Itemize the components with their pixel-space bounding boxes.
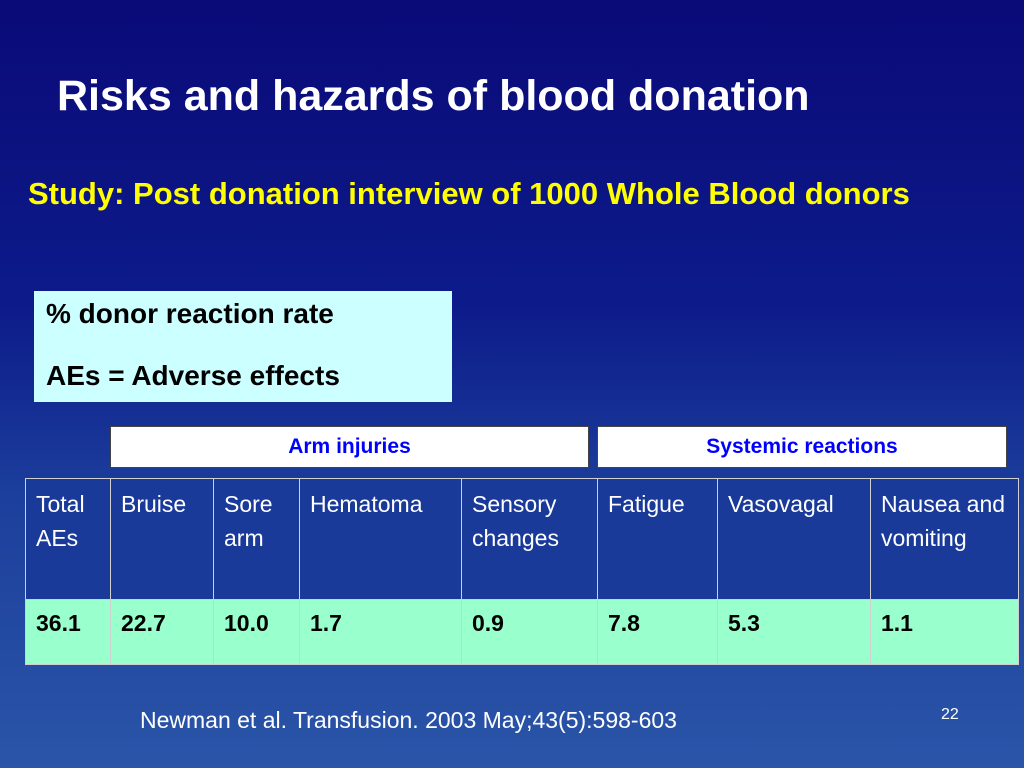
value-hematoma: 1.7 xyxy=(299,599,462,665)
page-number: 22 xyxy=(941,706,959,723)
legend-aes-definition: AEs = Adverse effects xyxy=(46,360,340,391)
citation: Newman et al. Transfusion. 2003 May;43(5… xyxy=(140,707,677,733)
study-subtitle: Study: Post donation interview of 1000 W… xyxy=(28,176,910,211)
header-sore-arm: Sore arm xyxy=(213,478,300,600)
legend-box: % donor reaction rate AEs = Adverse effe… xyxy=(34,291,452,402)
header-hematoma: Hematoma xyxy=(299,478,462,600)
arm-injuries-header: Arm injuries xyxy=(110,426,589,468)
value-nausea-vomiting: 1.1 xyxy=(870,599,1019,665)
table-header-row: Total AEs Bruise Sore arm Hematoma Senso… xyxy=(25,478,1019,600)
header-nausea-vomiting: Nausea and vomiting xyxy=(870,478,1019,600)
value-bruise: 22.7 xyxy=(110,599,214,665)
slide-title: Risks and hazards of blood donation xyxy=(57,72,810,120)
value-fatigue: 7.8 xyxy=(597,599,718,665)
value-sore-arm: 10.0 xyxy=(213,599,300,665)
value-vasovagal: 5.3 xyxy=(717,599,871,665)
header-fatigue: Fatigue xyxy=(597,478,718,600)
value-total-aes: 36.1 xyxy=(25,599,111,665)
adverse-effects-table: Total AEs Bruise Sore arm Hematoma Senso… xyxy=(25,478,1019,665)
header-bruise: Bruise xyxy=(110,478,214,600)
header-total-aes: Total AEs xyxy=(25,478,111,600)
legend-reaction-rate: % donor reaction rate xyxy=(46,298,334,329)
systemic-reactions-header: Systemic reactions xyxy=(597,426,1007,468)
header-sensory-changes: Sensory changes xyxy=(461,478,598,600)
value-sensory-changes: 0.9 xyxy=(461,599,598,665)
table-values-row: 36.1 22.7 10.0 1.7 0.9 7.8 5.3 1.1 xyxy=(25,599,1019,665)
header-vasovagal: Vasovagal xyxy=(717,478,871,600)
